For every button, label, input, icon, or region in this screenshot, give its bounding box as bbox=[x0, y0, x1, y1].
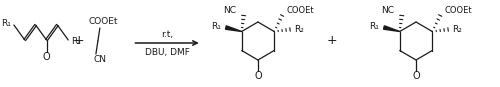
Text: O: O bbox=[412, 71, 420, 81]
Text: COOEt: COOEt bbox=[444, 6, 472, 15]
Text: R₂: R₂ bbox=[452, 25, 462, 34]
Text: +: + bbox=[326, 35, 338, 48]
Text: R₁: R₁ bbox=[211, 22, 221, 31]
Text: O: O bbox=[42, 52, 50, 62]
Text: O: O bbox=[254, 71, 262, 81]
Text: COOEt: COOEt bbox=[88, 17, 118, 25]
Polygon shape bbox=[384, 26, 400, 31]
Text: NC: NC bbox=[223, 6, 236, 15]
Text: R₁: R₁ bbox=[369, 22, 379, 31]
Text: NC: NC bbox=[381, 6, 394, 15]
Text: +: + bbox=[74, 35, 85, 48]
Text: DBU, DMF: DBU, DMF bbox=[144, 48, 190, 56]
Text: r.t,: r.t, bbox=[161, 29, 173, 39]
Text: R₂: R₂ bbox=[294, 25, 304, 34]
Text: CN: CN bbox=[94, 54, 106, 64]
Text: COOEt: COOEt bbox=[286, 6, 314, 15]
Text: R₂: R₂ bbox=[71, 37, 81, 46]
Text: R₁: R₁ bbox=[1, 19, 11, 29]
Polygon shape bbox=[226, 26, 242, 31]
